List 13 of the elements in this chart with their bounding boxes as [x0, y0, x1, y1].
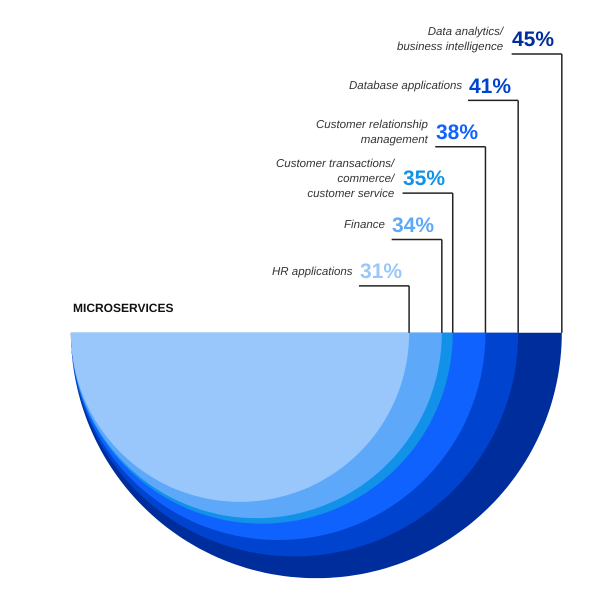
category-label: Customer relationship management	[316, 119, 429, 146]
text: MICROSERVICES	[73, 301, 174, 315]
category-label: Data analytics/ business intelligence	[397, 26, 505, 53]
category-label: HR applications	[272, 266, 353, 278]
category-label: Database applications	[349, 80, 462, 92]
category-label: Finance	[344, 219, 385, 231]
data-label: 38%	[436, 121, 478, 144]
data-label: 34%	[392, 214, 434, 237]
data-label: 35%	[403, 167, 446, 190]
data-label: 41%	[469, 75, 512, 98]
data-label: 31%	[360, 260, 402, 283]
data-label: 45%	[512, 28, 554, 51]
category-label: Customer transactions/ commerce/ customer service	[276, 158, 396, 200]
